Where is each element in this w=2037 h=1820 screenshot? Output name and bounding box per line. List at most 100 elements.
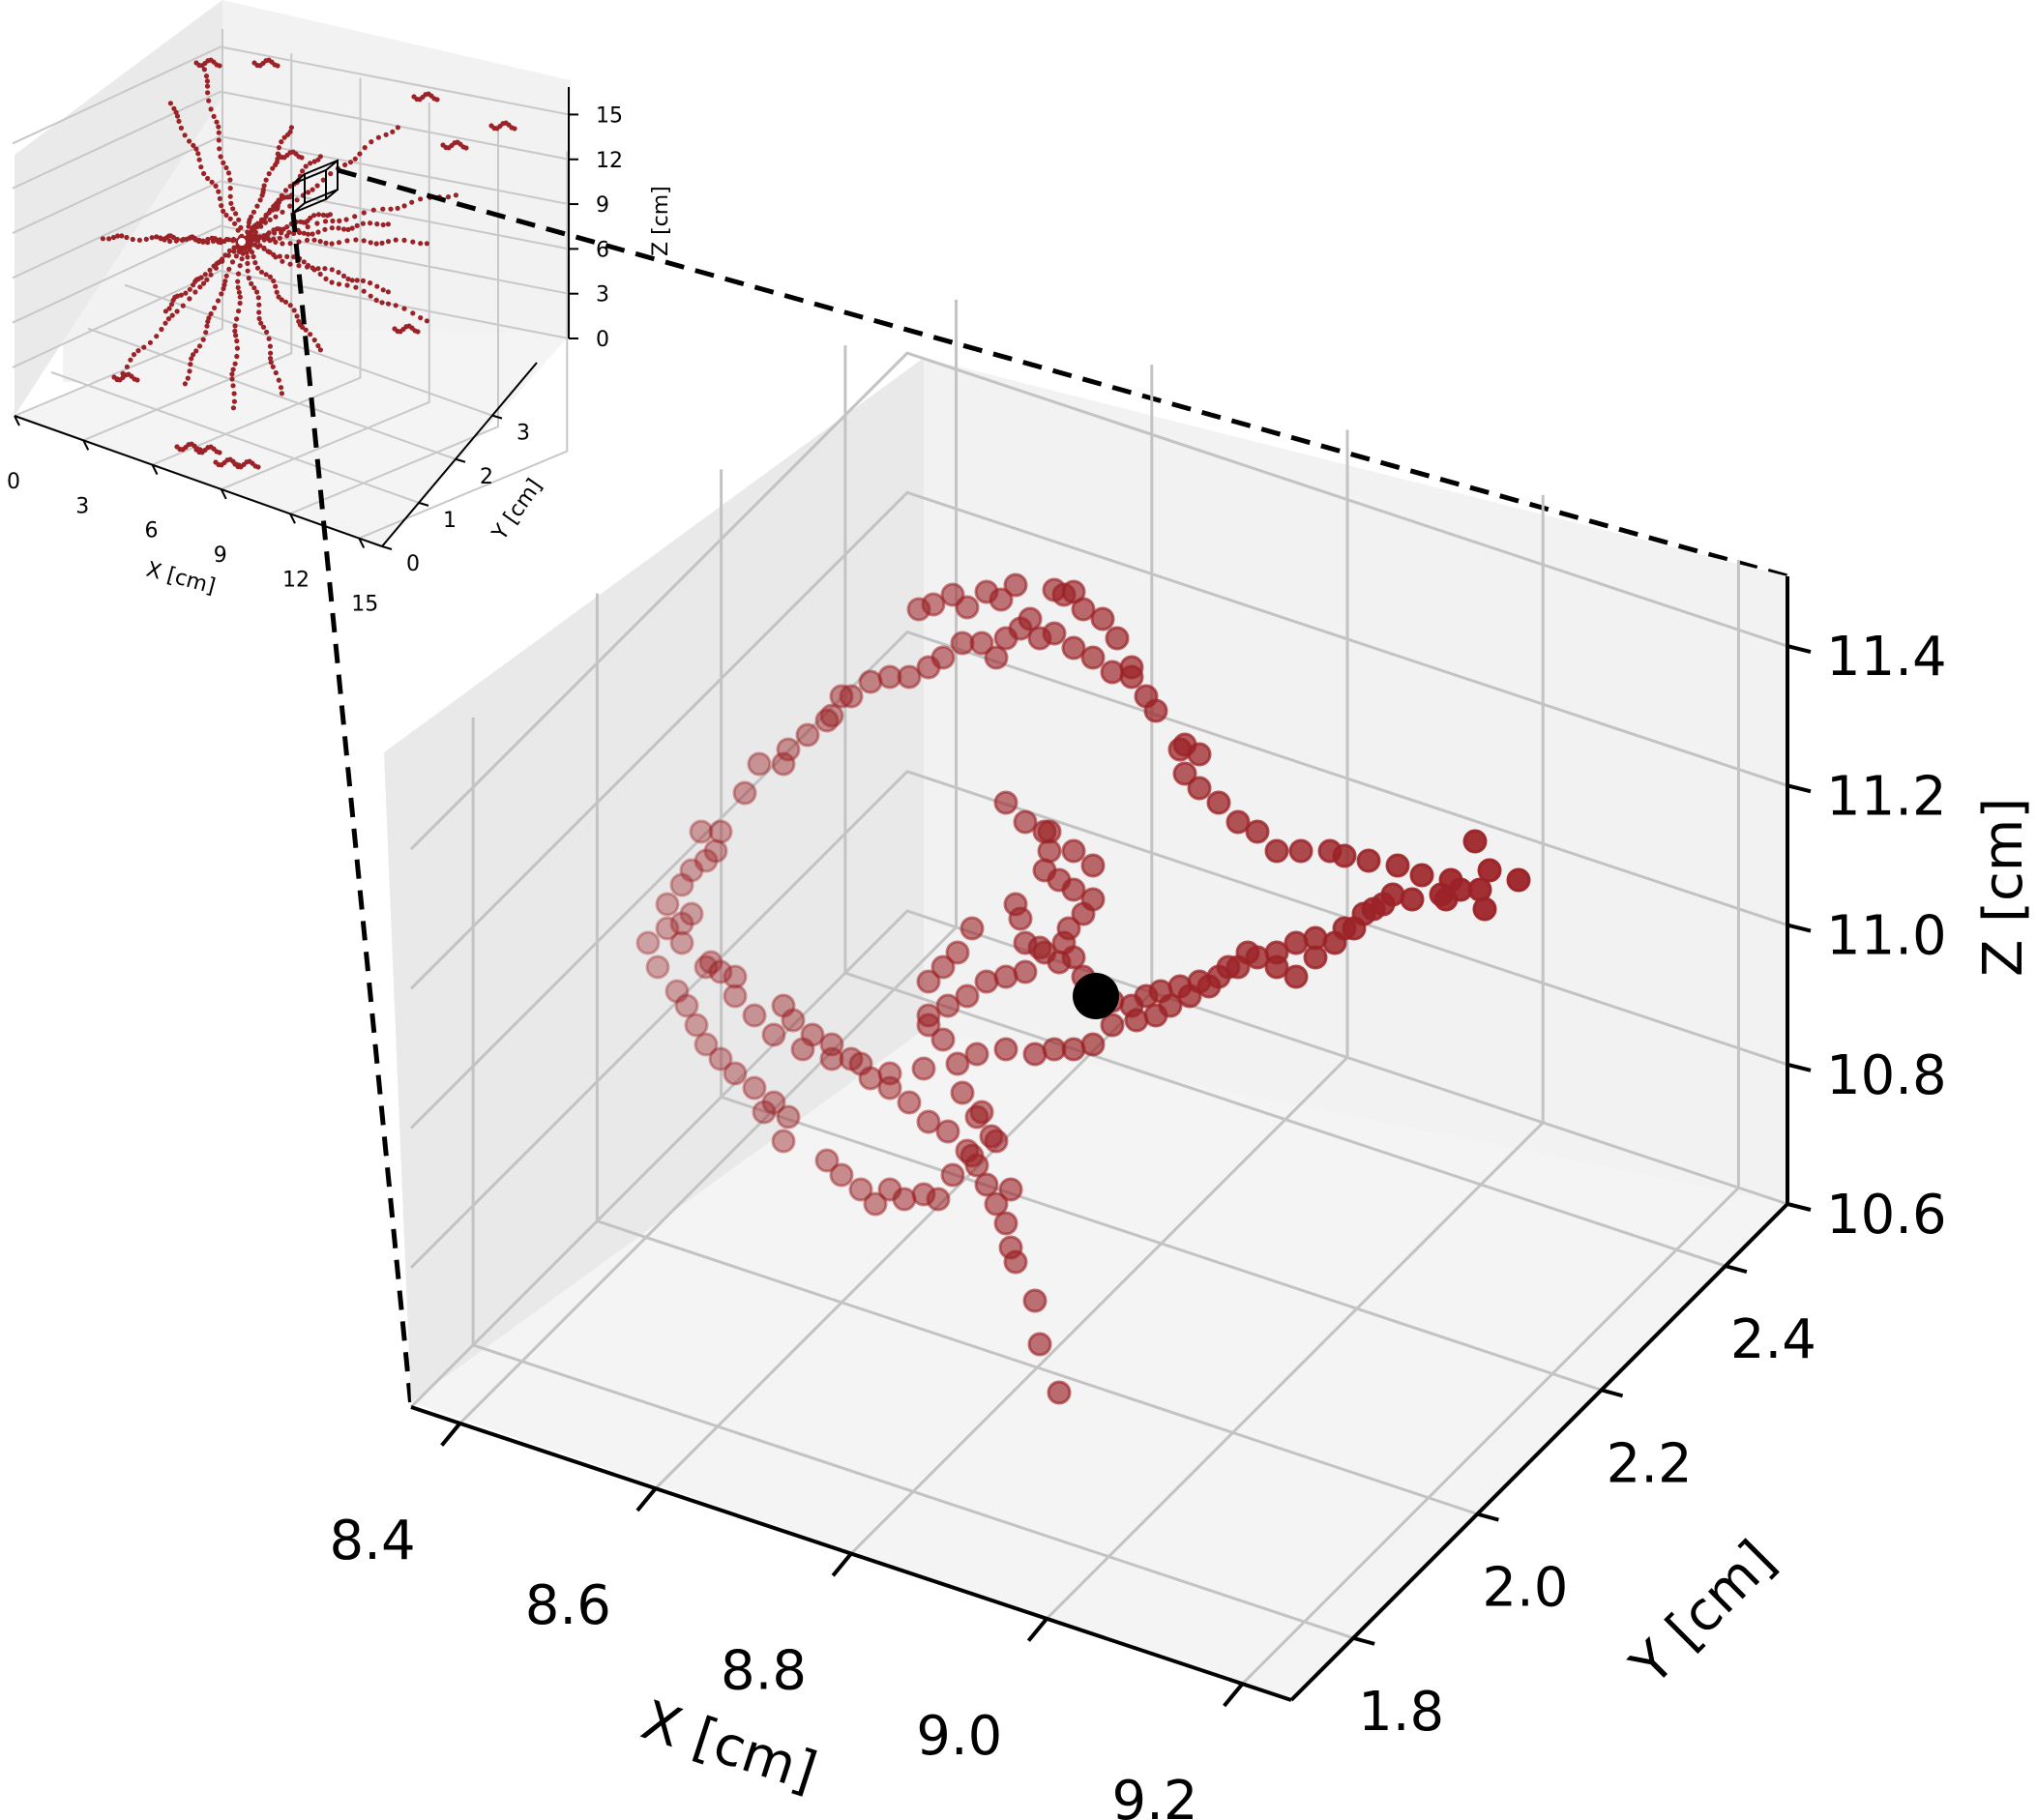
inset-hit-point xyxy=(368,280,373,286)
inset-hit-point xyxy=(310,187,315,192)
inset-hit-point xyxy=(162,237,167,243)
main-hit-point xyxy=(664,979,690,1004)
inset-hit-point xyxy=(265,236,271,242)
inset-hit-point xyxy=(512,126,517,132)
main-y-tick xyxy=(1476,1512,1499,1522)
main-x-tick xyxy=(831,1552,853,1577)
main-hit-point xyxy=(1385,853,1410,878)
main-z-tick xyxy=(1786,644,1812,655)
main-hit-point xyxy=(1003,1249,1028,1275)
inset-hit-point xyxy=(220,258,225,264)
main-hit-point xyxy=(781,1008,806,1033)
inset-hit-point xyxy=(287,303,293,308)
inset-hit-point xyxy=(280,241,285,247)
inset-hit-point xyxy=(254,203,260,209)
inset-x-tick xyxy=(14,415,20,426)
inset-hit-point xyxy=(231,391,237,396)
inset-hit-point xyxy=(239,256,245,262)
main-hit-point xyxy=(694,1032,719,1057)
inset-hit-point xyxy=(380,287,386,293)
main-left-pane xyxy=(384,358,924,1402)
inset-hit-point xyxy=(192,236,198,242)
main-hit-point xyxy=(984,645,1009,670)
main-hit-point xyxy=(1080,853,1106,878)
inset-hit-point xyxy=(345,276,351,282)
inset-z-axis-label: Z [cm] xyxy=(649,186,673,256)
inset-hit-point xyxy=(273,369,279,376)
inset-hit-point xyxy=(374,221,380,227)
inset-hit-point xyxy=(287,261,293,267)
inset-hit-point xyxy=(383,132,389,137)
inset-x-tick xyxy=(289,513,296,524)
inset-hit-point xyxy=(237,263,243,269)
inset-x-axis-line xyxy=(14,415,383,547)
inset-hit-point xyxy=(344,282,350,288)
inset-y-tick xyxy=(491,414,503,420)
main-hit-point xyxy=(829,684,854,709)
inset-hit-point xyxy=(251,285,257,291)
inset-hit-point xyxy=(182,132,188,138)
zoom-connector-lines xyxy=(290,167,1788,1408)
inset-hit-point xyxy=(202,272,208,278)
main-hit-point xyxy=(1342,916,1367,941)
main-hit-point xyxy=(819,1032,844,1057)
inset-hit-point xyxy=(208,310,214,317)
inset-hit-point xyxy=(434,97,440,103)
main-hit-point xyxy=(1022,1042,1048,1067)
inset-hit-point xyxy=(418,196,424,202)
inset-hit-point xyxy=(300,324,306,330)
inset-hit-point xyxy=(280,209,285,215)
inset-hit-point xyxy=(251,227,256,233)
inset-hit-point xyxy=(223,212,229,219)
main-hit-point xyxy=(790,1037,815,1062)
main-hit-point xyxy=(848,1051,873,1076)
main-z-tick-label: 11.2 xyxy=(1826,765,1947,828)
inset-x-tick-label: 3 xyxy=(75,494,89,518)
inset-hit-point xyxy=(317,239,323,245)
main-hit-point xyxy=(684,1013,709,1038)
inset-hit-point xyxy=(235,284,241,290)
inset-hit-point xyxy=(187,368,192,374)
inset-hit-point xyxy=(305,231,311,237)
main-hit-point xyxy=(1400,887,1425,912)
inset-hit-point xyxy=(304,237,310,243)
inset-grid-y xyxy=(87,327,457,460)
main-hit-point xyxy=(829,1162,854,1188)
inset-hit-point xyxy=(200,239,206,245)
main-x-tick-label: 9.0 xyxy=(916,1705,1002,1768)
main-hit-point xyxy=(708,959,733,984)
inset-hit-point xyxy=(385,289,391,295)
main-x-tick xyxy=(1026,1617,1048,1642)
inset-hit-point xyxy=(256,309,262,315)
inset-hit-point xyxy=(299,155,305,161)
main-hit-point xyxy=(993,790,1018,815)
inset-hit-point xyxy=(314,220,320,226)
inset-hit-point xyxy=(203,73,210,79)
inset-hit-point xyxy=(317,271,323,278)
inset-hit-point xyxy=(261,234,267,241)
main-hit-point xyxy=(723,964,748,989)
main-hit-point xyxy=(723,983,748,1009)
inset-hit-point xyxy=(329,241,335,247)
inset-hit-point xyxy=(315,342,321,349)
main-floor-pane xyxy=(411,1030,1787,1700)
inset-hit-point xyxy=(311,213,317,219)
inset-hit-point xyxy=(258,320,264,326)
inset-hit-point xyxy=(221,160,226,165)
main-hit-point xyxy=(993,626,1018,651)
inset-hit-point xyxy=(225,252,231,258)
inset-points xyxy=(100,57,517,470)
inset-hit-point xyxy=(204,78,210,84)
inset-hit-point xyxy=(263,272,269,278)
inset-hit-point xyxy=(320,177,326,183)
inset-hit-point xyxy=(154,234,160,240)
inset-hit-point xyxy=(234,345,240,351)
inset-hit-point xyxy=(227,193,233,199)
inset-hit-point xyxy=(217,146,222,152)
inset-hit-point xyxy=(209,179,215,185)
inset-hit-point xyxy=(256,315,262,322)
inset-hit-point xyxy=(176,118,182,124)
inset-hit-point xyxy=(169,312,175,318)
main-hit-point xyxy=(1032,819,1057,844)
main-hit-point xyxy=(1061,1037,1086,1062)
